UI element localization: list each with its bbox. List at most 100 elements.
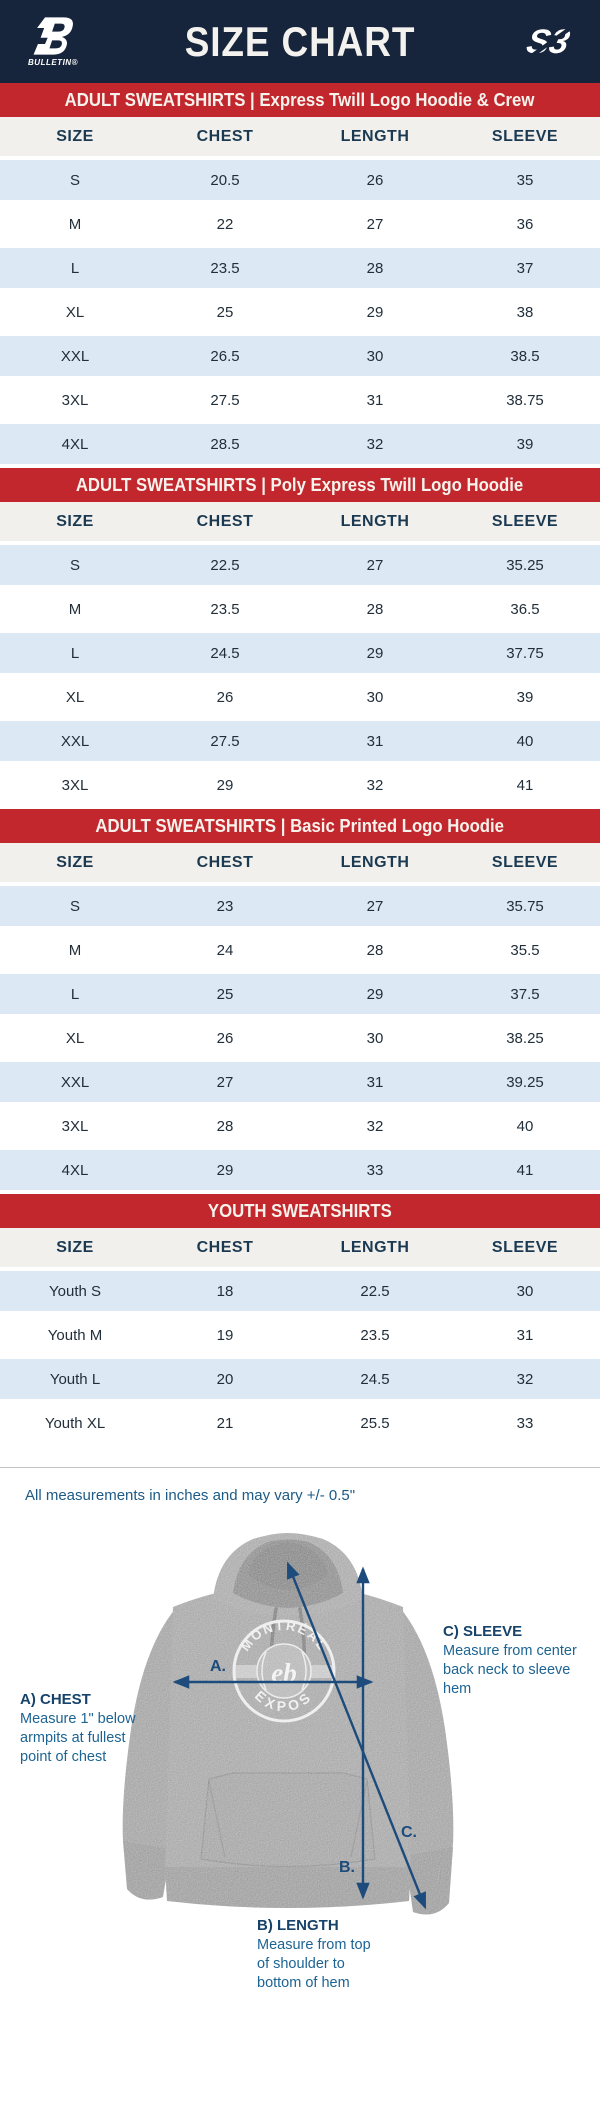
section-banner: YOUTH SWEATSHIRTS [0,1194,600,1228]
measurement-cell: 22 [150,202,300,248]
measurement-cell: 30 [450,1269,600,1315]
size-cell: M [0,928,150,974]
size-cell: Youth S [0,1269,150,1315]
measurement-cell: 28 [150,1104,300,1150]
sleeve-annotation-title: C) SLEEVE [443,1623,523,1640]
measurement-cell: 33 [450,1401,600,1447]
measurement-cell: 37 [450,246,600,292]
bulletin-logo: BULLETIN® [18,16,88,67]
section-banner: ADULT SWEATSHIRTS | Poly Express Twill L… [0,468,600,502]
measurement-cell: 27 [300,884,450,930]
measurement-cell: 32 [300,1104,450,1150]
chest-annotation: A) CHEST Measure 1" below armpits at ful… [20,1691,155,1767]
measurement-cell: 27 [300,543,450,589]
table-row: XL 26 30 39 [0,675,600,721]
size-table: SIZE CHEST LENGTH SLEEVE Youth S 18 22.5 30 Yout… [0,1228,600,1447]
size-table: SIZE CHEST LENGTH SLEEVE S 23 27 35.75 M 24 28 35.5… [0,843,600,1194]
table-row: XL 26 30 38.25 [0,1016,600,1062]
table-row: Youth L 20 24.5 32 [0,1357,600,1403]
measurement-cell: 31 [300,378,450,424]
table-row: XL 25 29 38 [0,290,600,336]
column-header: SLEEVE [450,843,600,886]
size-cell: 3XL [0,378,150,424]
s3-logo: S3 [512,20,582,64]
size-cell: 3XL [0,1104,150,1150]
measurement-cell: 32 [450,1357,600,1403]
hoodie-diagram: MONTRÉAL EXPOS eb A. B. C. [113,1529,465,1946]
measurement-cell: 28 [300,246,450,292]
measurement-cell: 36.5 [450,587,600,633]
column-header: LENGTH [300,843,450,886]
measurement-cell: 26 [150,1016,300,1062]
column-header: LENGTH [300,117,450,160]
column-header: SIZE [0,1228,150,1271]
measurement-cell: 28 [300,587,450,633]
measurement-cell: 23.5 [150,246,300,292]
size-cell: Youth L [0,1357,150,1403]
measurement-cell: 38.25 [450,1016,600,1062]
measurement-cell: 26 [300,158,450,204]
measurement-cell: 27.5 [150,719,300,765]
measurement-cell: 38.5 [450,334,600,380]
sleeve-arrow [286,1561,427,1910]
section-banner-label: YOUTH SWEATSHIRTS [208,1200,392,1221]
table-header-row: SIZE CHEST LENGTH SLEEVE [0,843,600,886]
size-cell: S [0,158,150,204]
measurement-cell: 41 [450,763,600,809]
measurement-cell: 25.5 [300,1401,450,1447]
measurement-cell: 20.5 [150,158,300,204]
measurement-cell: 35 [450,158,600,204]
measurement-cell: 41 [450,1148,600,1194]
column-header: CHEST [150,1228,300,1271]
measurement-cell: 25 [150,972,300,1018]
column-header: SLEEVE [450,502,600,545]
bulletin-b-icon [33,17,73,55]
measurement-diagram-section: All measurements in inches and may vary … [0,1447,600,2006]
measurement-cell: 38 [450,290,600,336]
size-cell: Youth XL [0,1401,150,1447]
measurement-cell: 24.5 [300,1357,450,1403]
measurement-cell: 25 [150,290,300,336]
size-cell: S [0,543,150,589]
section-banner: ADULT SWEATSHIRTS | Express Twill Logo H… [0,83,600,117]
size-cell: XL [0,1016,150,1062]
column-header: LENGTH [300,502,450,545]
size-cell: M [0,587,150,633]
measurement-cell: 29 [300,290,450,336]
measurement-cell: 28.5 [150,422,300,468]
measurement-note: All measurements in inches and may vary … [25,1487,356,1504]
section-banner-label: ADULT SWEATSHIRTS | Poly Express Twill L… [76,474,524,495]
marker-b-label: B. [339,1859,355,1876]
measurement-cell: 32 [300,422,450,468]
measurement-cell: 36 [450,202,600,248]
table-row: XXL 27 31 39.25 [0,1060,600,1106]
marker-c-label: C. [401,1824,417,1841]
size-cell: XL [0,290,150,336]
measurement-cell: 22.5 [300,1269,450,1315]
table-row: 3XL 28 32 40 [0,1104,600,1150]
column-header: CHEST [150,502,300,545]
measurement-cell: 23 [150,884,300,930]
measurement-cell: 27 [150,1060,300,1106]
size-cell: 4XL [0,422,150,468]
table-row: 4XL 29 33 41 [0,1148,600,1194]
table-header-row: SIZE CHEST LENGTH SLEEVE [0,1228,600,1271]
column-header: CHEST [150,117,300,160]
measurement-cell: 31 [450,1313,600,1359]
measurement-cell: 39 [450,422,600,468]
measurement-cell: 29 [300,631,450,677]
column-header: SLEEVE [450,117,600,160]
marker-a-label: A. [210,1658,226,1675]
column-header: LENGTH [300,1228,450,1271]
table-row: L 25 29 37.5 [0,972,600,1018]
size-cell: L [0,246,150,292]
measurement-cell: 37.75 [450,631,600,677]
size-cell: Youth M [0,1313,150,1359]
size-table: SIZE CHEST LENGTH SLEEVE S 22.5 27 35.25 M 23.5 28… [0,502,600,809]
measurement-cell: 28 [300,928,450,974]
chest-annotation-title: A) CHEST [20,1691,91,1708]
measurement-cell: 24 [150,928,300,974]
measurement-cell: 35.5 [450,928,600,974]
size-cell: L [0,972,150,1018]
size-cell: XXL [0,1060,150,1106]
